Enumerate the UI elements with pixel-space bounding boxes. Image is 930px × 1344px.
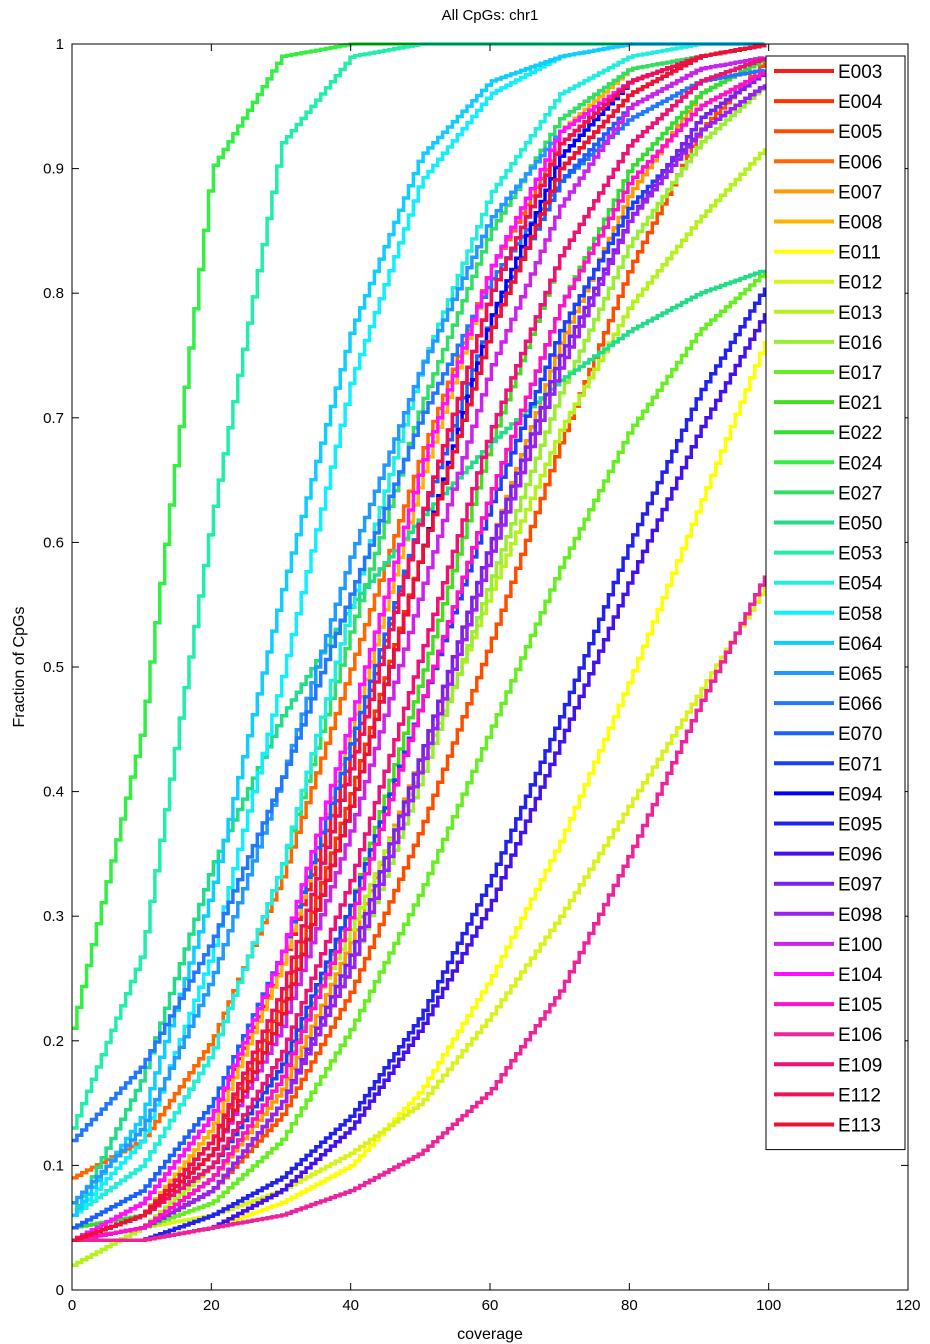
- x-tick-label: 60: [482, 1297, 499, 1314]
- legend-label-e100: E100: [838, 935, 882, 956]
- legend-label-e104: E104: [838, 965, 883, 986]
- legend-label-e016: E016: [838, 333, 882, 354]
- legend-label-e008: E008: [838, 213, 882, 234]
- legend-label-e105: E105: [838, 995, 882, 1016]
- legend-label-e112: E112: [838, 1085, 881, 1106]
- legend-label-e007: E007: [838, 182, 882, 203]
- y-tick-label: 0.5: [43, 659, 64, 676]
- legend-label-e017: E017: [838, 363, 882, 384]
- legend-label-e064: E064: [838, 634, 883, 655]
- legend-label-e070: E070: [838, 724, 882, 745]
- series-line-e065: [72, 43, 767, 1205]
- legend-label-e065: E065: [838, 664, 882, 685]
- legend-label-e054: E054: [838, 574, 883, 595]
- legend-label-e050: E050: [838, 514, 882, 535]
- legend-label-e012: E012: [838, 273, 882, 294]
- x-tick-label: 120: [895, 1297, 920, 1314]
- series-line-e054: [72, 42, 765, 1217]
- series-line-e106: [72, 575, 767, 1242]
- y-tick-label: 0.2: [43, 1033, 64, 1050]
- series-line-e064: [72, 42, 765, 1217]
- x-tick-label: 80: [621, 1297, 638, 1314]
- legend-label-e004: E004: [838, 92, 883, 113]
- legend-label-e053: E053: [838, 544, 882, 565]
- y-tick-label: 1: [56, 36, 64, 53]
- y-tick-label: 0.4: [43, 784, 64, 801]
- legend-label-e022: E022: [838, 423, 882, 444]
- legend-label-e113: E113: [838, 1116, 881, 1137]
- series-line-e112: [72, 43, 767, 1242]
- y-axis-label: Fraction of CpGs: [11, 607, 28, 728]
- series-line-e109: [72, 57, 767, 1242]
- x-tick-label: 20: [203, 1297, 220, 1314]
- y-tick-label: 0.9: [43, 161, 64, 178]
- legend-label-e094: E094: [838, 784, 883, 805]
- legend-label-e003: E003: [838, 62, 882, 83]
- chart-title: All CpGs: chr1: [442, 7, 539, 24]
- x-tick-label: 40: [342, 1297, 359, 1314]
- y-tick-label: 0.6: [43, 534, 64, 551]
- series-line-e105: [72, 71, 767, 1242]
- series-line-e012: [72, 586, 767, 1242]
- y-tick-label: 0.7: [43, 410, 64, 427]
- series-line-e017: [72, 272, 767, 1242]
- y-tick-label: 0: [56, 1282, 64, 1299]
- y-tick-label: 0.1: [43, 1157, 64, 1174]
- legend-label-e005: E005: [838, 122, 882, 143]
- series-line-e050: [72, 269, 767, 1217]
- legend-box: [765, 55, 906, 1151]
- x-tick-label: 100: [756, 1297, 781, 1314]
- legend-label-e024: E024: [838, 453, 883, 474]
- legend-label-e011: E011: [838, 243, 881, 264]
- legend-label-e066: E066: [838, 694, 882, 715]
- y-tick-label: 0.3: [43, 908, 64, 925]
- legend-label-e109: E109: [838, 1055, 882, 1076]
- x-axis-label: coverage: [457, 1326, 523, 1343]
- series-curves: [72, 42, 767, 1267]
- legend-label-e013: E013: [838, 303, 882, 324]
- series-line-e066: [72, 68, 767, 1143]
- legend-label-e058: E058: [838, 604, 882, 625]
- series-line-e095: [72, 287, 767, 1242]
- legend-label-e106: E106: [838, 1025, 882, 1046]
- series-line-e098: [72, 84, 767, 1242]
- tick-marks: 0 20 40 60 80 100 120 0 0.1 0.2 0.3 0.4 0.5 0.6 0.7 0.8…: [43, 36, 920, 1314]
- legend-label-e095: E095: [838, 815, 882, 836]
- legend-label-e027: E027: [838, 483, 882, 504]
- legend: E003 E004 E005 E006 E007 E008 E011 E012 E013 E016…: [765, 55, 906, 1151]
- legend-label-e098: E098: [838, 905, 882, 926]
- x-tick-label: 0: [68, 1297, 76, 1314]
- legend-label-e006: E006: [838, 152, 882, 173]
- y-tick-label: 0.8: [43, 285, 64, 302]
- legend-label-e021: E021: [838, 393, 882, 414]
- legend-label-e097: E097: [838, 875, 882, 896]
- series-line-e113: [72, 43, 767, 1242]
- legend-label-e071: E071: [838, 754, 882, 775]
- legend-label-e096: E096: [838, 845, 882, 866]
